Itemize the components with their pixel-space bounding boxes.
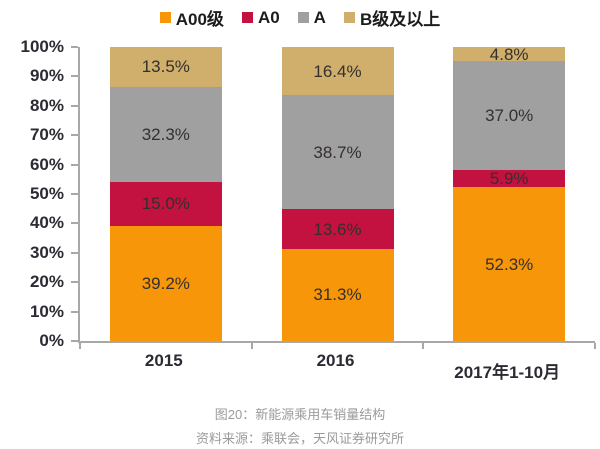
- legend-label-a0: A0: [257, 7, 280, 27]
- y-tick-label-30: 30%: [29, 242, 64, 262]
- bar-column-2015: 39.2% 15.0% 32.3% 13.5%: [80, 47, 252, 341]
- legend-item-a00: A00级: [159, 5, 224, 30]
- y-tick-mark: [71, 75, 78, 78]
- figure-caption: 图20：新能源乘用车销量结构: [214, 407, 386, 422]
- legend-label-b-and-above: B级及以上: [359, 10, 441, 29]
- y-tick-mark: [71, 134, 78, 137]
- bar-segment-B级及以上: 16.4%: [281, 47, 394, 96]
- bar-2016: 31.3% 13.6% 38.7% 16.4%: [281, 47, 394, 341]
- y-tick-label-0: 0%: [39, 331, 64, 350]
- y-tick-mark: [71, 104, 78, 107]
- legend-item-a: A: [297, 7, 326, 28]
- legend-swatch-a: [297, 12, 309, 23]
- bar-segment-A: 38.7%: [281, 95, 394, 210]
- y-tick-mark: [71, 251, 78, 254]
- legend-label-a00: A00级: [175, 10, 224, 29]
- legend-item-b-and-above: B级及以上: [343, 5, 441, 30]
- x-label-2017-1-10: 2017年1-10月: [454, 363, 561, 382]
- y-tick-label-60: 60%: [29, 154, 64, 174]
- y-tick-mark: [71, 281, 78, 284]
- legend-label-a: A: [313, 7, 326, 27]
- segment-value-label: 4.8%: [489, 44, 529, 64]
- segment-value-label: 13.5%: [141, 57, 190, 77]
- y-tick-mark: [71, 46, 78, 48]
- bar-segment-A: 32.3%: [109, 86, 222, 182]
- bar-2015: 39.2% 15.0% 32.3% 13.5%: [109, 47, 222, 341]
- y-tick-label-20: 20%: [29, 272, 64, 292]
- legend-swatch-a00: [159, 12, 171, 23]
- segment-value-label: 52.3%: [485, 254, 534, 274]
- figure-source: 资料来源：乘联会，天风证券研究所: [195, 431, 404, 446]
- segment-value-label: 32.3%: [141, 124, 190, 144]
- y-tick-label-40: 40%: [29, 213, 64, 233]
- bar-column-2017-1-10: 52.3% 5.9% 37.0% 4.8%: [423, 44, 595, 341]
- bar-segment-B级及以上: 4.8%: [453, 44, 566, 64]
- chart-legend: A00级 A0 A B级及以上: [0, 5, 600, 30]
- legend-item-a0: A0: [241, 7, 280, 28]
- segment-value-label: 13.6%: [313, 219, 362, 239]
- segment-value-label: 38.7%: [313, 142, 362, 162]
- y-tick-label-50: 50%: [29, 184, 64, 203]
- y-tick-mark: [71, 193, 78, 195]
- bar-segment-A0: 13.6%: [281, 209, 394, 249]
- segment-value-label: 5.9%: [489, 169, 529, 189]
- bars: 39.2% 15.0% 32.3% 13.5% 31.3% 13.6% 38.7% 16.4…: [80, 44, 595, 341]
- segment-value-label: 31.3%: [313, 285, 362, 305]
- y-tick-label-70: 70%: [29, 125, 64, 145]
- plot-area: 39.2% 15.0% 32.3% 13.5% 31.3% 13.6% 38.7% 16.4…: [71, 44, 596, 349]
- bar-segment-A0: 15.0%: [109, 181, 222, 226]
- segment-value-label: 15.0%: [141, 194, 190, 214]
- segment-value-label: 39.2%: [141, 273, 190, 293]
- segment-value-label: 37.0%: [485, 106, 534, 126]
- x-tick-mark: [250, 343, 253, 349]
- x-axis-labels: 2015 2016 2017年1-10月: [78, 351, 593, 382]
- x-tick-mark: [594, 343, 596, 349]
- bar-segment-A00级: 52.3%: [453, 187, 566, 341]
- legend-swatch-b-and-above: [343, 12, 355, 23]
- x-label-2016: 2016: [316, 351, 355, 370]
- y-tick-label-80: 80%: [29, 95, 64, 115]
- y-tick-label-90: 90%: [29, 66, 64, 86]
- x-label-2015: 2015: [144, 351, 183, 370]
- legend-swatch-a0: [241, 12, 253, 23]
- bar-segment-A00级: 31.3%: [281, 248, 394, 341]
- bar-segment-B级及以上: 13.5%: [109, 47, 222, 87]
- bar-2017-1-10: 52.3% 5.9% 37.0% 4.8%: [453, 44, 566, 341]
- y-tick-mark: [71, 222, 78, 225]
- bar-segment-A00级: 39.2%: [109, 225, 222, 341]
- y-tick-mark: [71, 340, 78, 342]
- bar-segment-A: 37.0%: [453, 61, 566, 170]
- y-tick-mark: [71, 163, 78, 166]
- y-axis-labels: 0% 10% 20% 30% 40% 50% 60% 70% 80% 90% 100%: [0, 37, 70, 350]
- bar-column-2016: 31.3% 13.6% 38.7% 16.4%: [252, 47, 424, 341]
- bar-segment-A0: 5.9%: [453, 169, 566, 189]
- segment-value-label: 16.4%: [313, 61, 362, 81]
- y-tick-label-100: 100%: [20, 37, 64, 56]
- x-tick-mark: [79, 343, 81, 349]
- y-tick-label-10: 10%: [29, 301, 64, 321]
- y-tick-mark: [71, 310, 78, 313]
- x-tick-mark: [422, 343, 425, 349]
